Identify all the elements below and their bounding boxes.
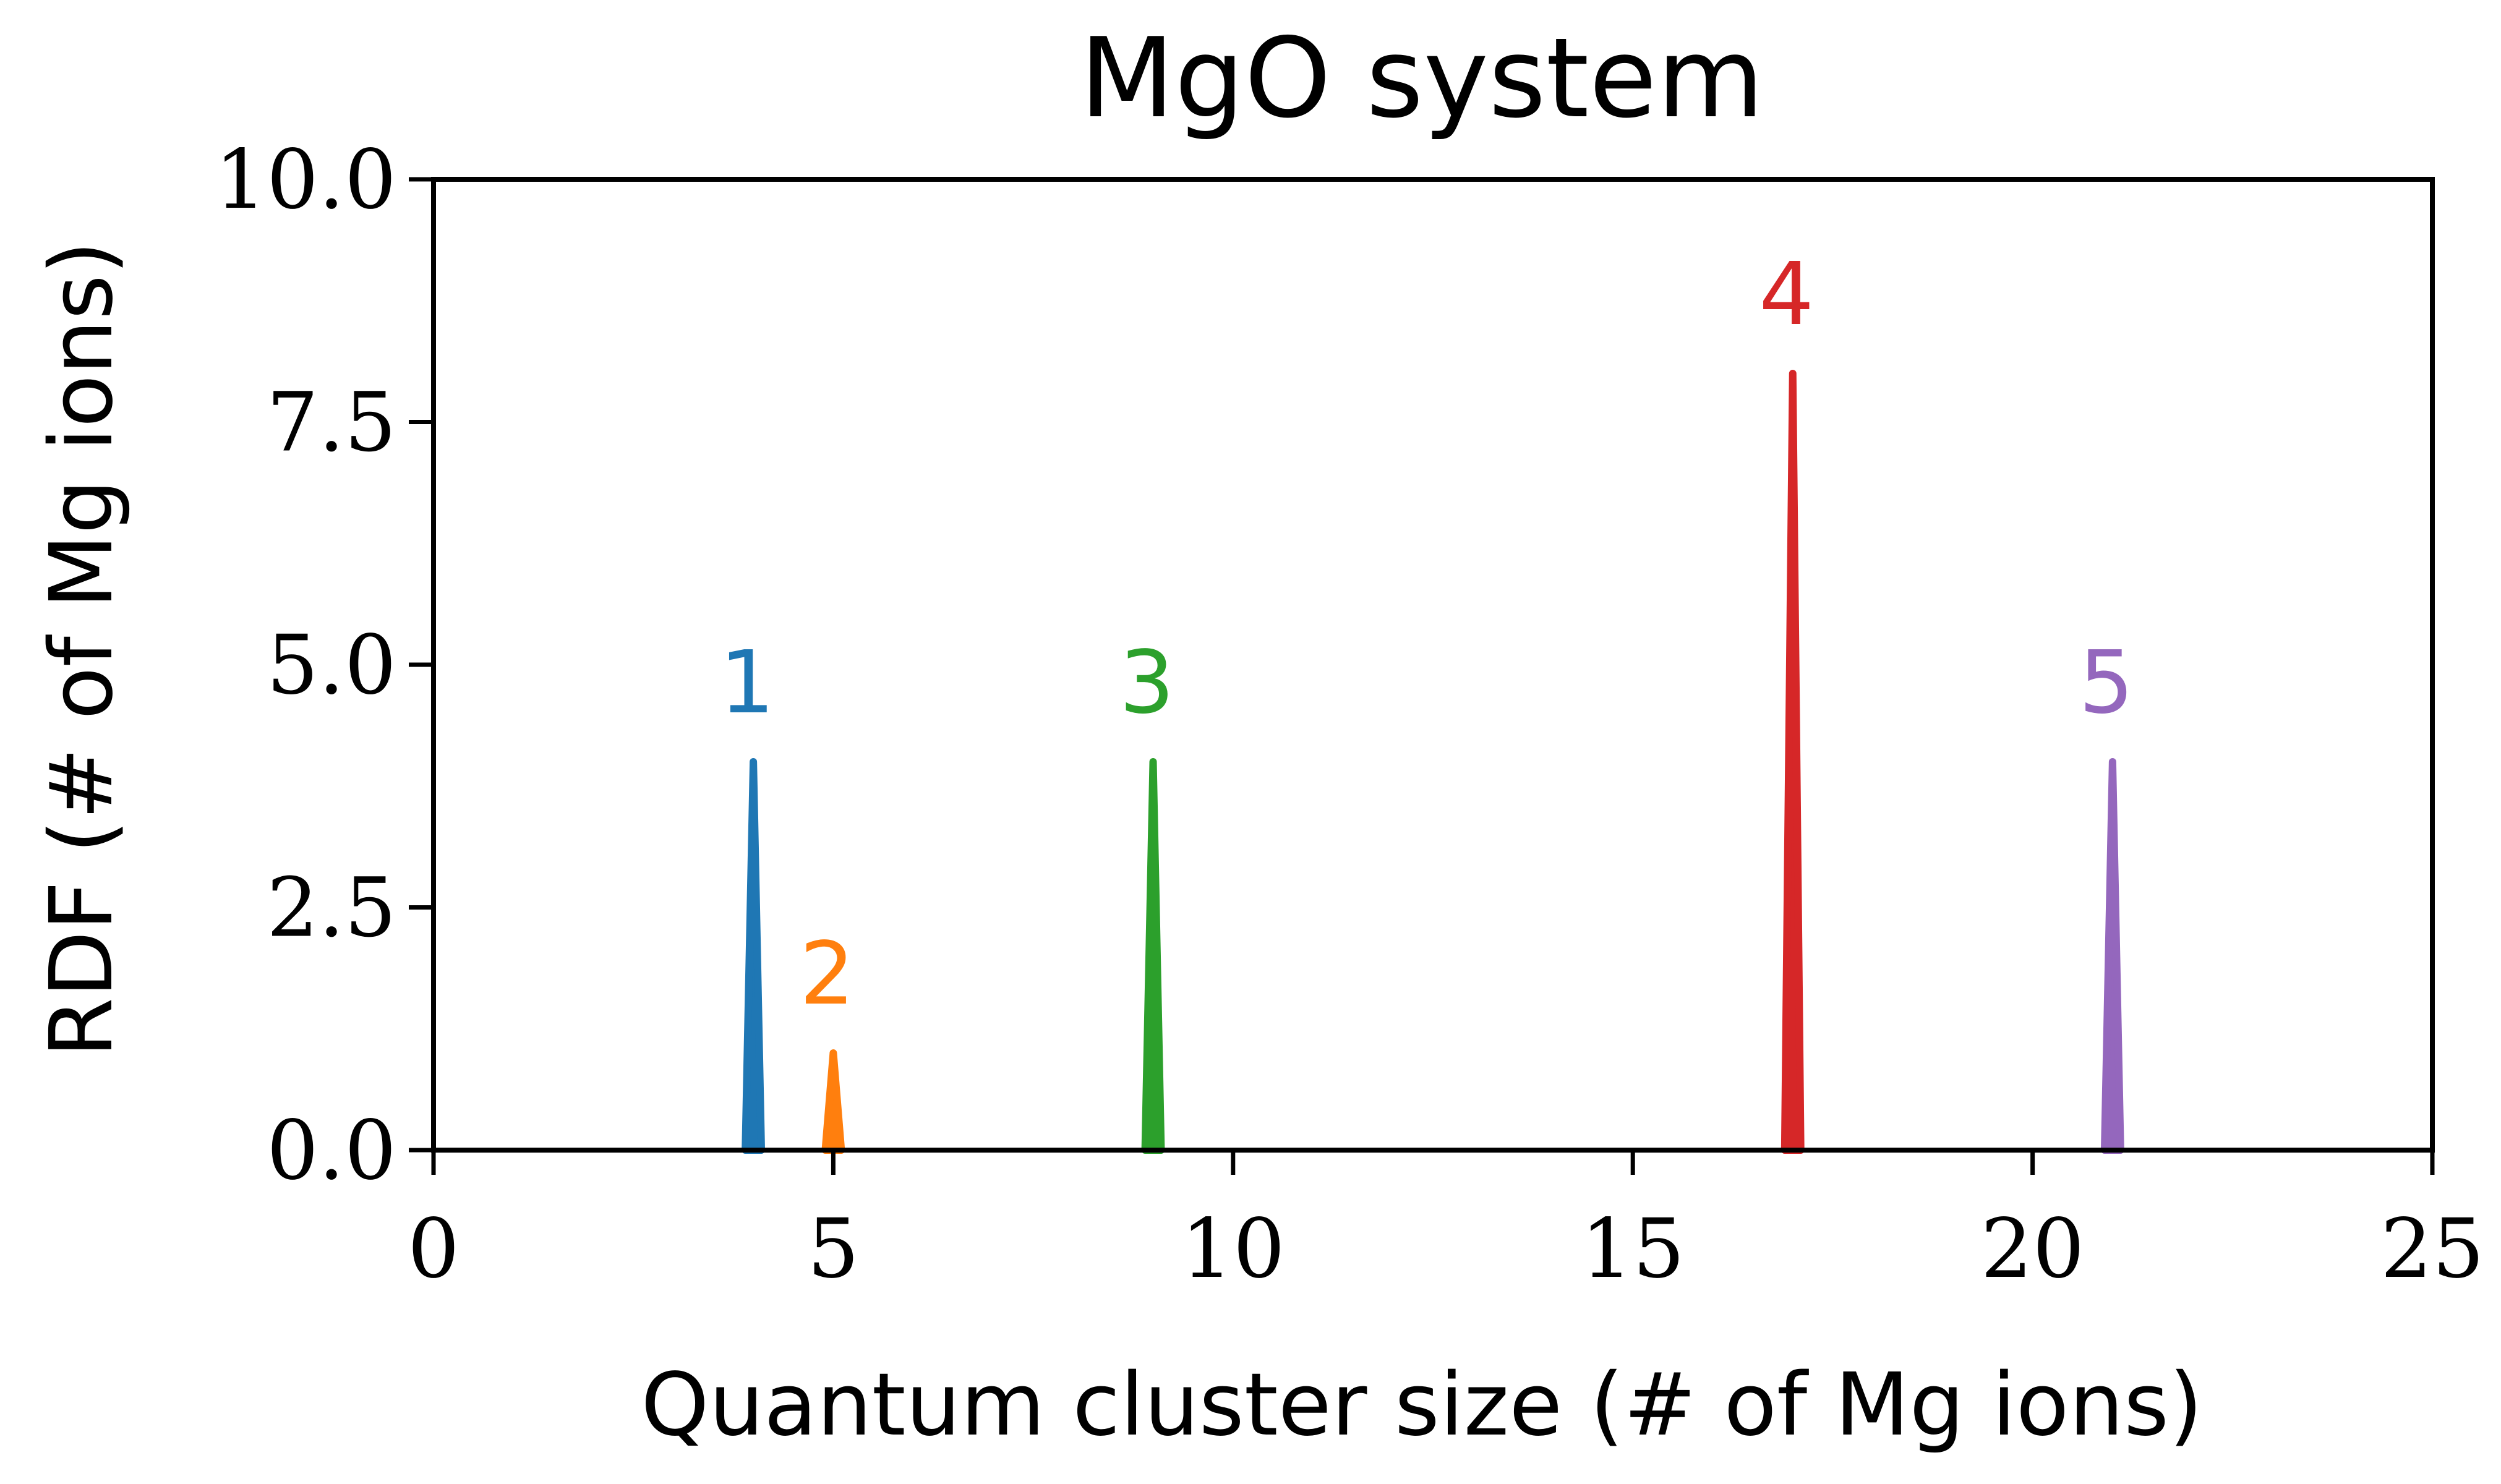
- x-tick-label-1: 5: [807, 1201, 859, 1297]
- peak-line-3: [1141, 758, 1165, 1154]
- y-tick-label-0: 0.0: [267, 1103, 396, 1198]
- peak-label-4: 4: [1759, 244, 1814, 345]
- peak-label-1: 1: [720, 633, 775, 733]
- y-tick-label-4: 10.0: [215, 132, 396, 228]
- x-axis-label: Quantum cluster size (# of Mg ions): [641, 1355, 2202, 1456]
- y-tick-label-1: 2.5: [267, 861, 396, 956]
- x-tick-label-5: 25: [2380, 1201, 2484, 1297]
- y-axis-label: RDF (# of Mg ions): [32, 241, 132, 1058]
- peak-label-2: 2: [800, 924, 855, 1025]
- peak-line-2: [821, 1049, 845, 1154]
- x-tick-label-4: 20: [1981, 1201, 2085, 1297]
- peak-line-5: [2100, 758, 2124, 1154]
- x-tick-label-0: 0: [408, 1201, 460, 1297]
- x-tick-label-3: 15: [1581, 1201, 1685, 1297]
- y-tick-label-2: 5.0: [267, 618, 396, 713]
- chart-marks: 1 2 3 4 5 0 5 10 15 20 25 0.0 2.5 5.0 7.5 10.0: [215, 132, 2484, 1297]
- chart-title: MgO system: [1080, 14, 1764, 142]
- peak-label-3: 3: [1119, 633, 1174, 733]
- peak-label-5: 5: [2079, 633, 2134, 733]
- plot-area-frame: [431, 177, 2435, 1153]
- y-tick-label-3: 7.5: [267, 375, 396, 471]
- x-tick-label-2: 10: [1181, 1201, 1285, 1297]
- peak-line-1: [742, 758, 766, 1154]
- peak-line-4: [1781, 370, 1805, 1154]
